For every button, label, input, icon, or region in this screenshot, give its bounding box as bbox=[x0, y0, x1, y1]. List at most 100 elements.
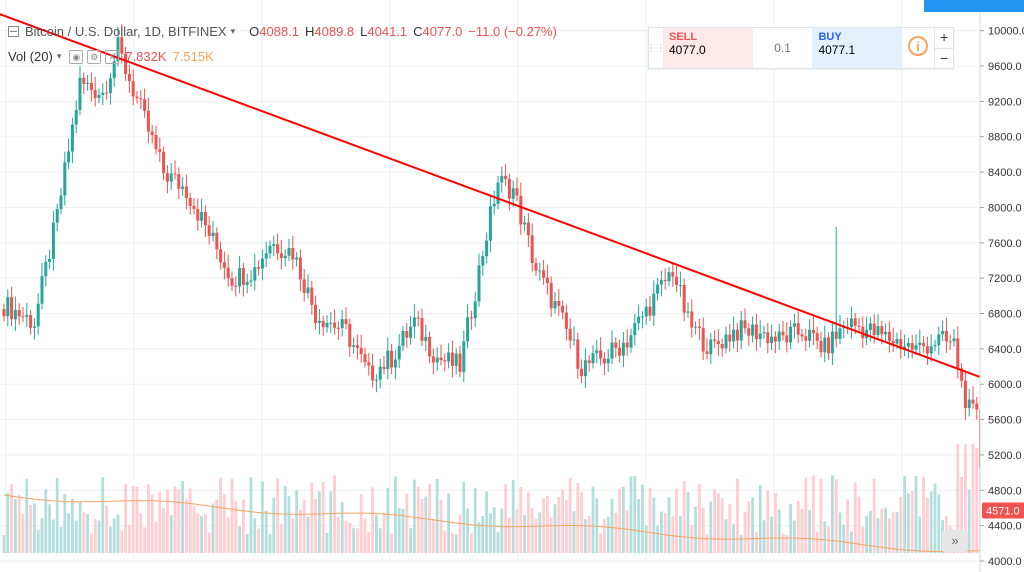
volume-bar bbox=[458, 514, 462, 553]
candle bbox=[196, 209, 200, 221]
publish-button[interactable] bbox=[924, 0, 1024, 12]
volume-bar bbox=[922, 476, 925, 553]
candle bbox=[485, 240, 489, 257]
candle bbox=[105, 92, 109, 94]
candle bbox=[713, 339, 717, 341]
candle bbox=[192, 206, 196, 210]
candle bbox=[975, 403, 979, 410]
volume-bar bbox=[139, 513, 143, 553]
volume-bar bbox=[245, 533, 249, 553]
candle bbox=[412, 317, 416, 327]
candle bbox=[124, 53, 128, 74]
candle bbox=[298, 257, 302, 280]
candle bbox=[557, 301, 561, 306]
volume-bar bbox=[698, 484, 701, 553]
volume-bar bbox=[686, 491, 690, 553]
candle bbox=[614, 342, 618, 348]
ohlc-open: 4088.1 bbox=[259, 24, 299, 39]
volume-title[interactable]: Vol (20) bbox=[8, 49, 53, 64]
volume-bar bbox=[584, 519, 587, 553]
volume-bar bbox=[492, 507, 496, 553]
candle bbox=[55, 209, 59, 223]
volume-bar bbox=[629, 476, 633, 553]
candle bbox=[367, 362, 371, 366]
minus-icon[interactable]: − bbox=[939, 49, 949, 66]
volume-bar bbox=[929, 491, 933, 553]
last-price-tag bbox=[982, 502, 1024, 519]
candle bbox=[2, 309, 6, 317]
candle bbox=[454, 353, 458, 366]
volume-bar bbox=[515, 509, 519, 553]
volume-bar bbox=[36, 530, 40, 553]
info-icon[interactable]: i bbox=[908, 36, 929, 56]
drag-handle-icon[interactable]: ⋮⋮ bbox=[646, 42, 666, 54]
candle bbox=[967, 399, 971, 408]
volume-bar bbox=[918, 516, 922, 553]
candle bbox=[188, 197, 192, 207]
settings-icon[interactable]: ⚙ bbox=[87, 49, 102, 64]
volume-bar bbox=[644, 525, 648, 553]
toolbar-icon[interactable] bbox=[148, 0, 162, 6]
volume-bar bbox=[55, 477, 59, 553]
volume-bar bbox=[33, 503, 36, 553]
candle bbox=[819, 340, 823, 353]
sell-button[interactable]: SELL 4077.0 bbox=[663, 28, 753, 68]
eye-icon[interactable]: ◉ bbox=[69, 49, 84, 64]
collapse-icon[interactable] bbox=[8, 26, 19, 37]
volume-bar bbox=[899, 497, 903, 553]
volume-bar bbox=[781, 533, 785, 553]
candle bbox=[899, 339, 903, 350]
candle bbox=[291, 247, 295, 260]
candle bbox=[690, 311, 694, 328]
candle bbox=[956, 338, 960, 369]
volume-bar bbox=[796, 501, 800, 553]
close-icon[interactable]: ✕ bbox=[105, 49, 120, 64]
volume-bar bbox=[344, 520, 348, 553]
volume-bar bbox=[454, 534, 458, 553]
candle bbox=[637, 316, 641, 324]
candle bbox=[355, 345, 359, 348]
chevron-down-icon[interactable]: ▾ bbox=[230, 26, 236, 36]
candle bbox=[618, 347, 622, 356]
volume-bar bbox=[933, 483, 937, 553]
candle bbox=[853, 318, 857, 326]
volume-bar bbox=[701, 507, 705, 553]
volume-bar bbox=[143, 527, 146, 553]
symbol-title[interactable]: Bitcoin / U.S. Dollar, 1D, BITFINEX bbox=[25, 24, 227, 39]
y-tick-label: 6800.0 bbox=[988, 309, 1022, 321]
candle bbox=[891, 340, 895, 344]
plus-icon[interactable]: + bbox=[935, 28, 953, 49]
candle bbox=[150, 131, 154, 135]
volume-bar bbox=[485, 491, 488, 553]
candle bbox=[640, 316, 644, 318]
candle bbox=[13, 309, 17, 320]
candle bbox=[697, 326, 701, 329]
candle bbox=[667, 272, 671, 282]
volume-bar bbox=[234, 500, 238, 553]
volume-bar bbox=[162, 507, 165, 553]
candle bbox=[792, 323, 796, 327]
scroll-to-realtime-button[interactable]: » bbox=[942, 530, 968, 552]
volume-bar bbox=[861, 527, 865, 553]
volume-bar bbox=[755, 532, 758, 553]
candle bbox=[754, 324, 758, 340]
volume-bar bbox=[268, 533, 272, 553]
candle bbox=[568, 328, 572, 341]
volume-bar bbox=[728, 504, 732, 553]
volume-bar bbox=[971, 444, 975, 553]
buy-button[interactable]: BUY 4077.1 bbox=[812, 28, 903, 68]
quantity-value[interactable]: 0.1 bbox=[774, 41, 791, 55]
candle bbox=[580, 368, 584, 377]
volume-bar bbox=[272, 497, 276, 553]
volume-bar bbox=[314, 499, 317, 553]
candle bbox=[564, 312, 568, 329]
candle bbox=[97, 94, 101, 98]
volume-bar bbox=[291, 518, 295, 553]
candle bbox=[390, 350, 394, 368]
volume-bar bbox=[682, 480, 686, 553]
candle bbox=[515, 188, 519, 196]
candle bbox=[101, 92, 105, 95]
volume-bar bbox=[185, 499, 188, 553]
chevron-down-icon[interactable]: ▾ bbox=[56, 51, 62, 61]
